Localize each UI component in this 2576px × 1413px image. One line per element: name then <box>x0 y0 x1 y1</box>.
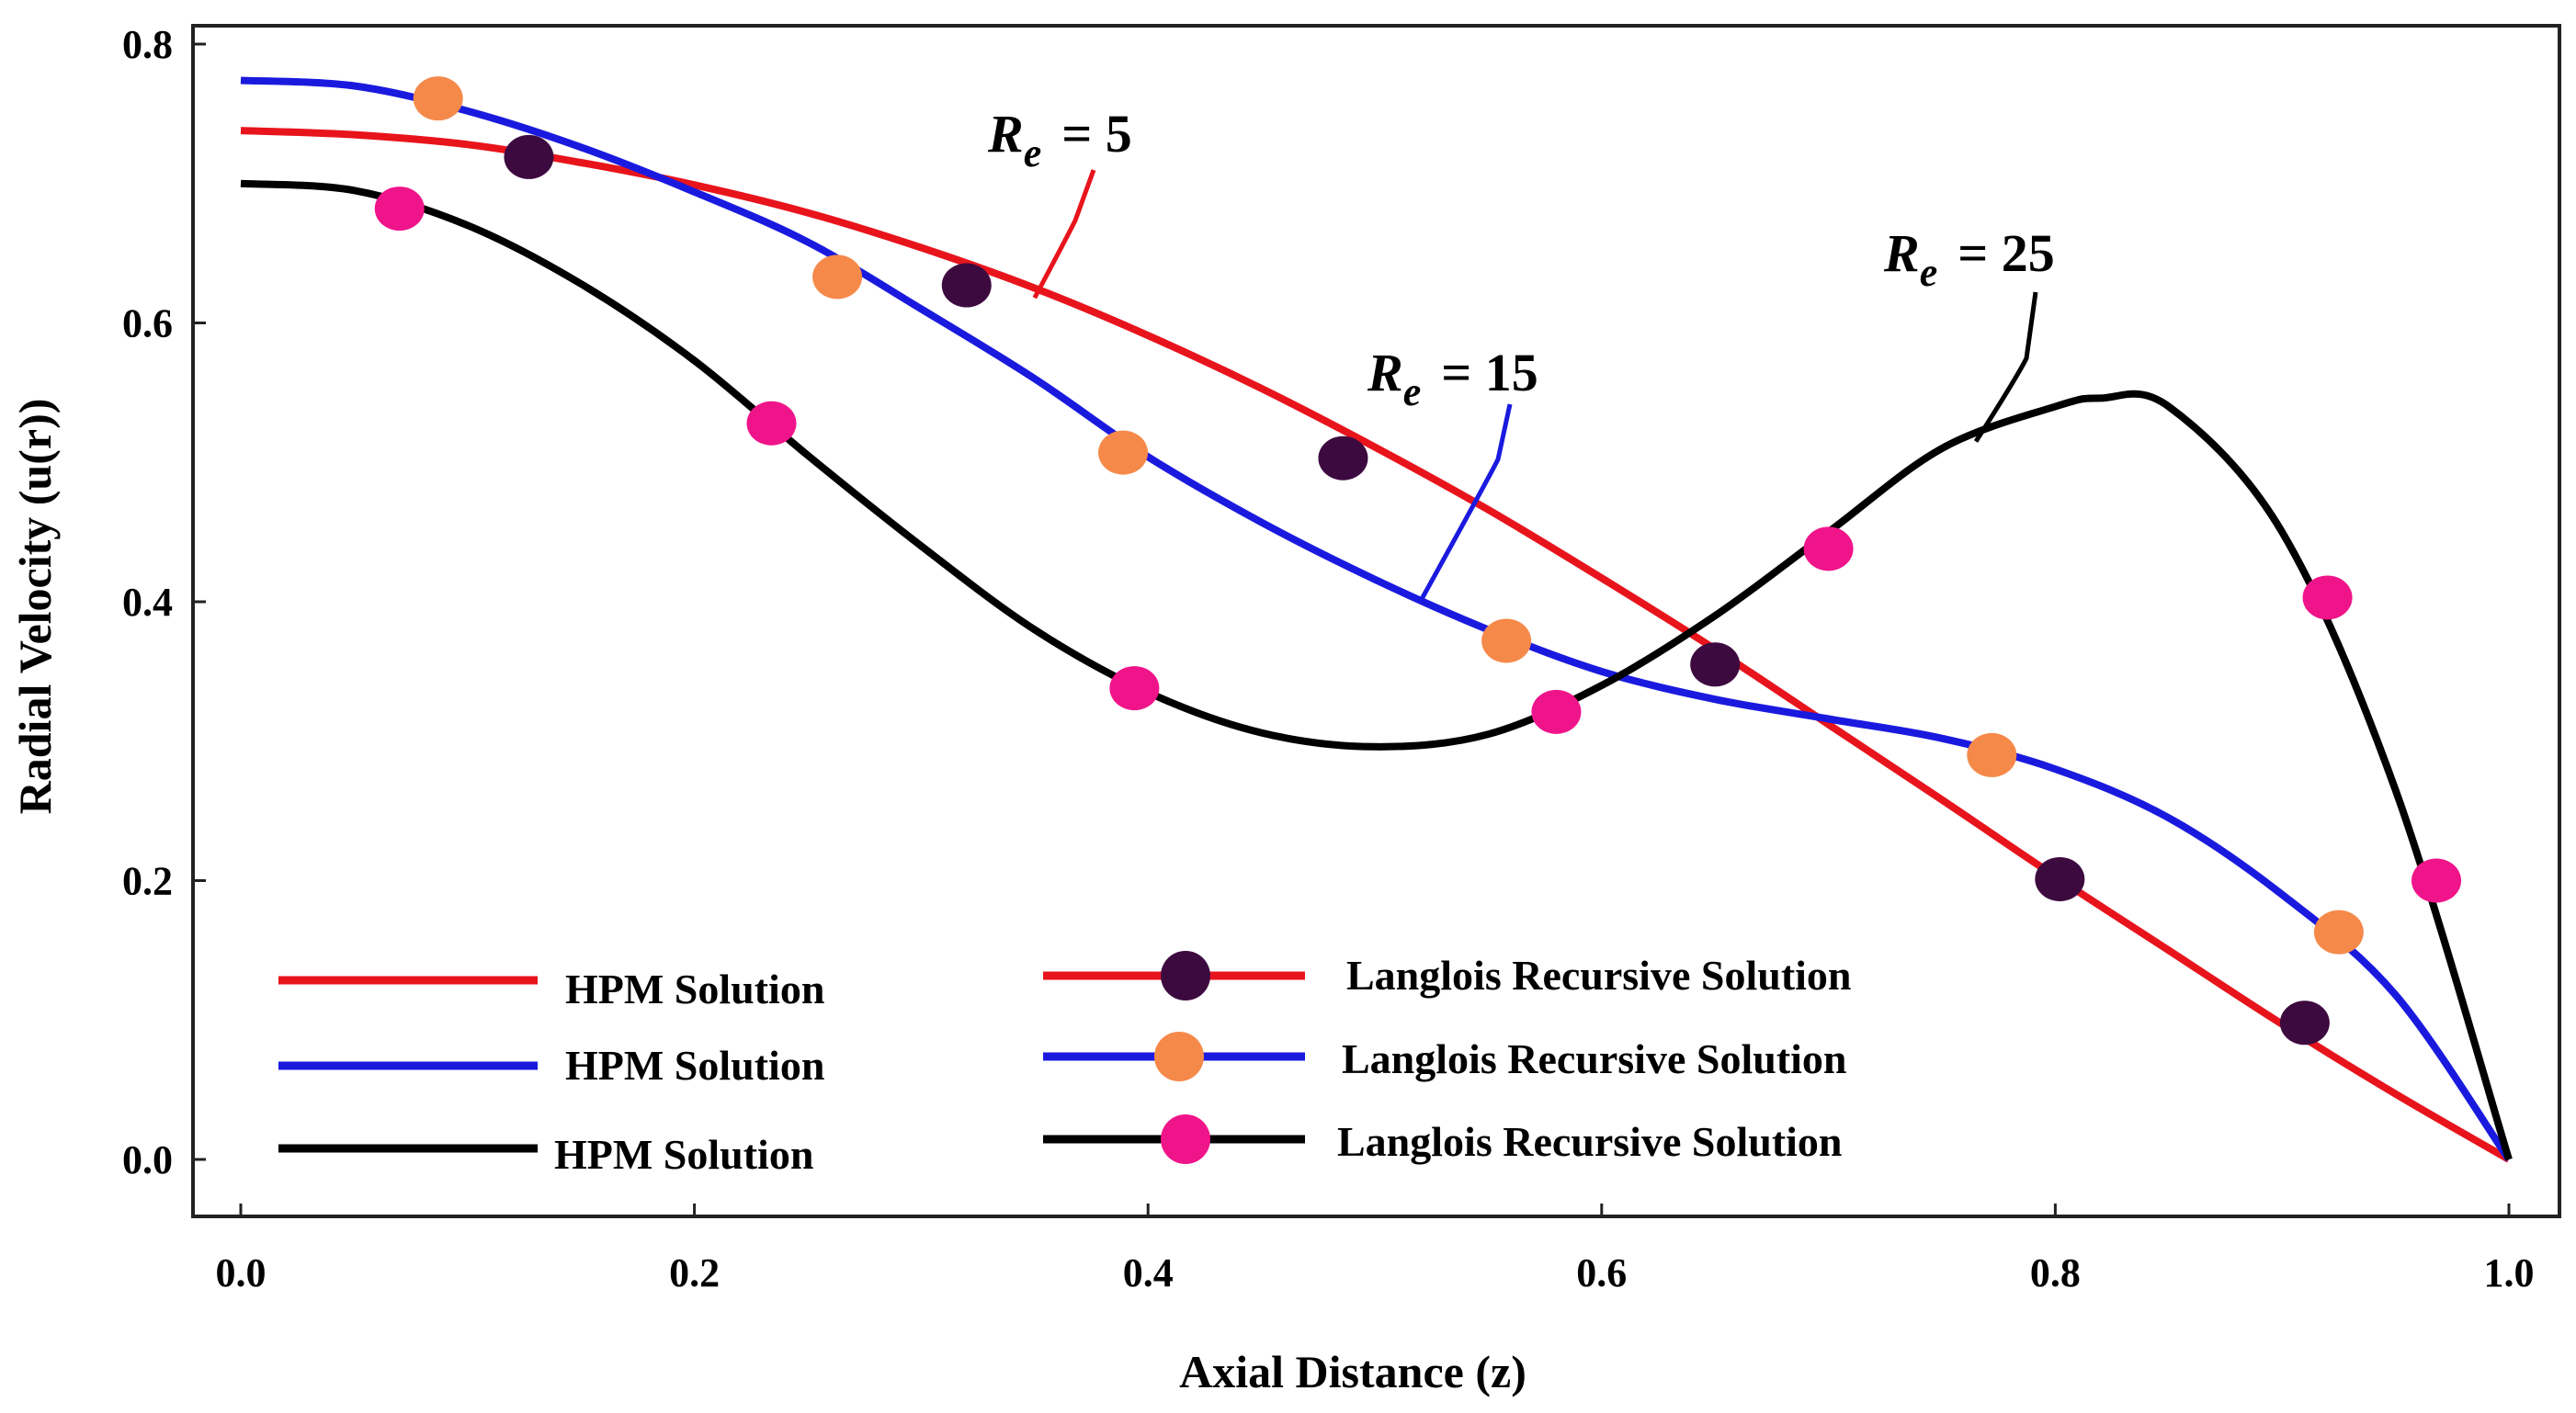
series-lines <box>240 76 2513 1163</box>
marker-re-25 <box>746 401 797 446</box>
series-line-re-5 <box>240 127 2512 1163</box>
marker-re-25 <box>2411 858 2462 903</box>
marker-re-15 <box>1481 618 1532 663</box>
legend: HPM Solution HPM Solution HPM Solution L… <box>278 951 1852 1178</box>
y-tick-label: 0.0 <box>122 1137 173 1182</box>
leader-re-25 <box>1973 291 2038 443</box>
legend-text: Langlois Recursive Solution <box>1342 1035 1847 1082</box>
legend-text: HPM Solution <box>554 1131 813 1178</box>
svg-text:Re= 5: Re = 5 <box>987 104 1132 175</box>
marker-re-25 <box>1531 689 1582 734</box>
annotation-re-25: Re = 25 <box>1883 223 2055 295</box>
x-axis-label: Axial Distance (z) <box>1179 1346 1526 1397</box>
series-line-re-15 <box>240 76 2513 1162</box>
y-tick-label: 0.2 <box>122 859 173 904</box>
marker-re-25 <box>1803 526 1854 571</box>
legend-text: HPM Solution <box>565 1042 824 1089</box>
y-tick-label: 0.8 <box>122 22 173 67</box>
x-tick-label: 0.2 <box>669 1250 720 1295</box>
marker-re-25 <box>374 187 425 232</box>
svg-text:Re= 25: Re = 25 <box>1883 223 2055 295</box>
y-ticks: 0.0 0.2 0.4 0.6 0.8 <box>122 22 206 1182</box>
legend-marker-pink <box>1161 1114 1210 1164</box>
svg-text:Re= 15: Re = 15 <box>1367 343 1538 414</box>
x-tick-label: 0.8 <box>2030 1250 2081 1295</box>
y-tick-label: 0.4 <box>122 580 173 625</box>
marker-re-15 <box>1967 732 2017 777</box>
legend-text: Langlois Recursive Solution <box>1337 1118 1843 1165</box>
y-tick-label: 0.6 <box>122 301 173 346</box>
marker-re-15 <box>1098 430 1149 475</box>
series-line-re-25 <box>240 179 2513 1161</box>
annotation-re-15: Re = 15 <box>1367 343 1538 414</box>
legend-marker-dark <box>1161 951 1210 1000</box>
series-markers <box>374 76 2462 1046</box>
leader-re-5 <box>1032 169 1096 300</box>
plot-frame <box>191 24 2561 1218</box>
marker-re-5 <box>2035 856 2085 901</box>
x-tick-label: 0.4 <box>1123 1250 1174 1295</box>
marker-re-5 <box>504 134 554 179</box>
leader-re-15 <box>1418 403 1513 604</box>
marker-re-15 <box>812 254 863 300</box>
marker-re-5 <box>1690 642 1741 687</box>
legend-text: Langlois Recursive Solution <box>1346 952 1852 999</box>
legend-marker-orange <box>1154 1032 1204 1081</box>
marker-re-15 <box>413 76 463 121</box>
marker-re-5 <box>1318 435 1368 480</box>
legend-text: HPM Solution <box>565 966 824 1012</box>
x-tick-label: 1.0 <box>2484 1250 2535 1295</box>
annotation-leaders <box>1032 169 2038 604</box>
marker-re-5 <box>2279 1000 2330 1046</box>
annotation-re-5: Re = 5 <box>987 104 1132 175</box>
y-axis-label: Radial Velocity (u(r)) <box>9 399 61 815</box>
x-tick-label: 0.6 <box>1576 1250 1627 1295</box>
x-ticks: 0.0 0.2 0.4 0.6 0.8 1.0 <box>216 1204 2535 1295</box>
marker-re-5 <box>941 263 992 308</box>
marker-re-25 <box>2302 575 2353 620</box>
marker-re-25 <box>1109 666 1160 711</box>
x-tick-label: 0.0 <box>216 1250 267 1295</box>
marker-re-15 <box>2313 910 2364 955</box>
